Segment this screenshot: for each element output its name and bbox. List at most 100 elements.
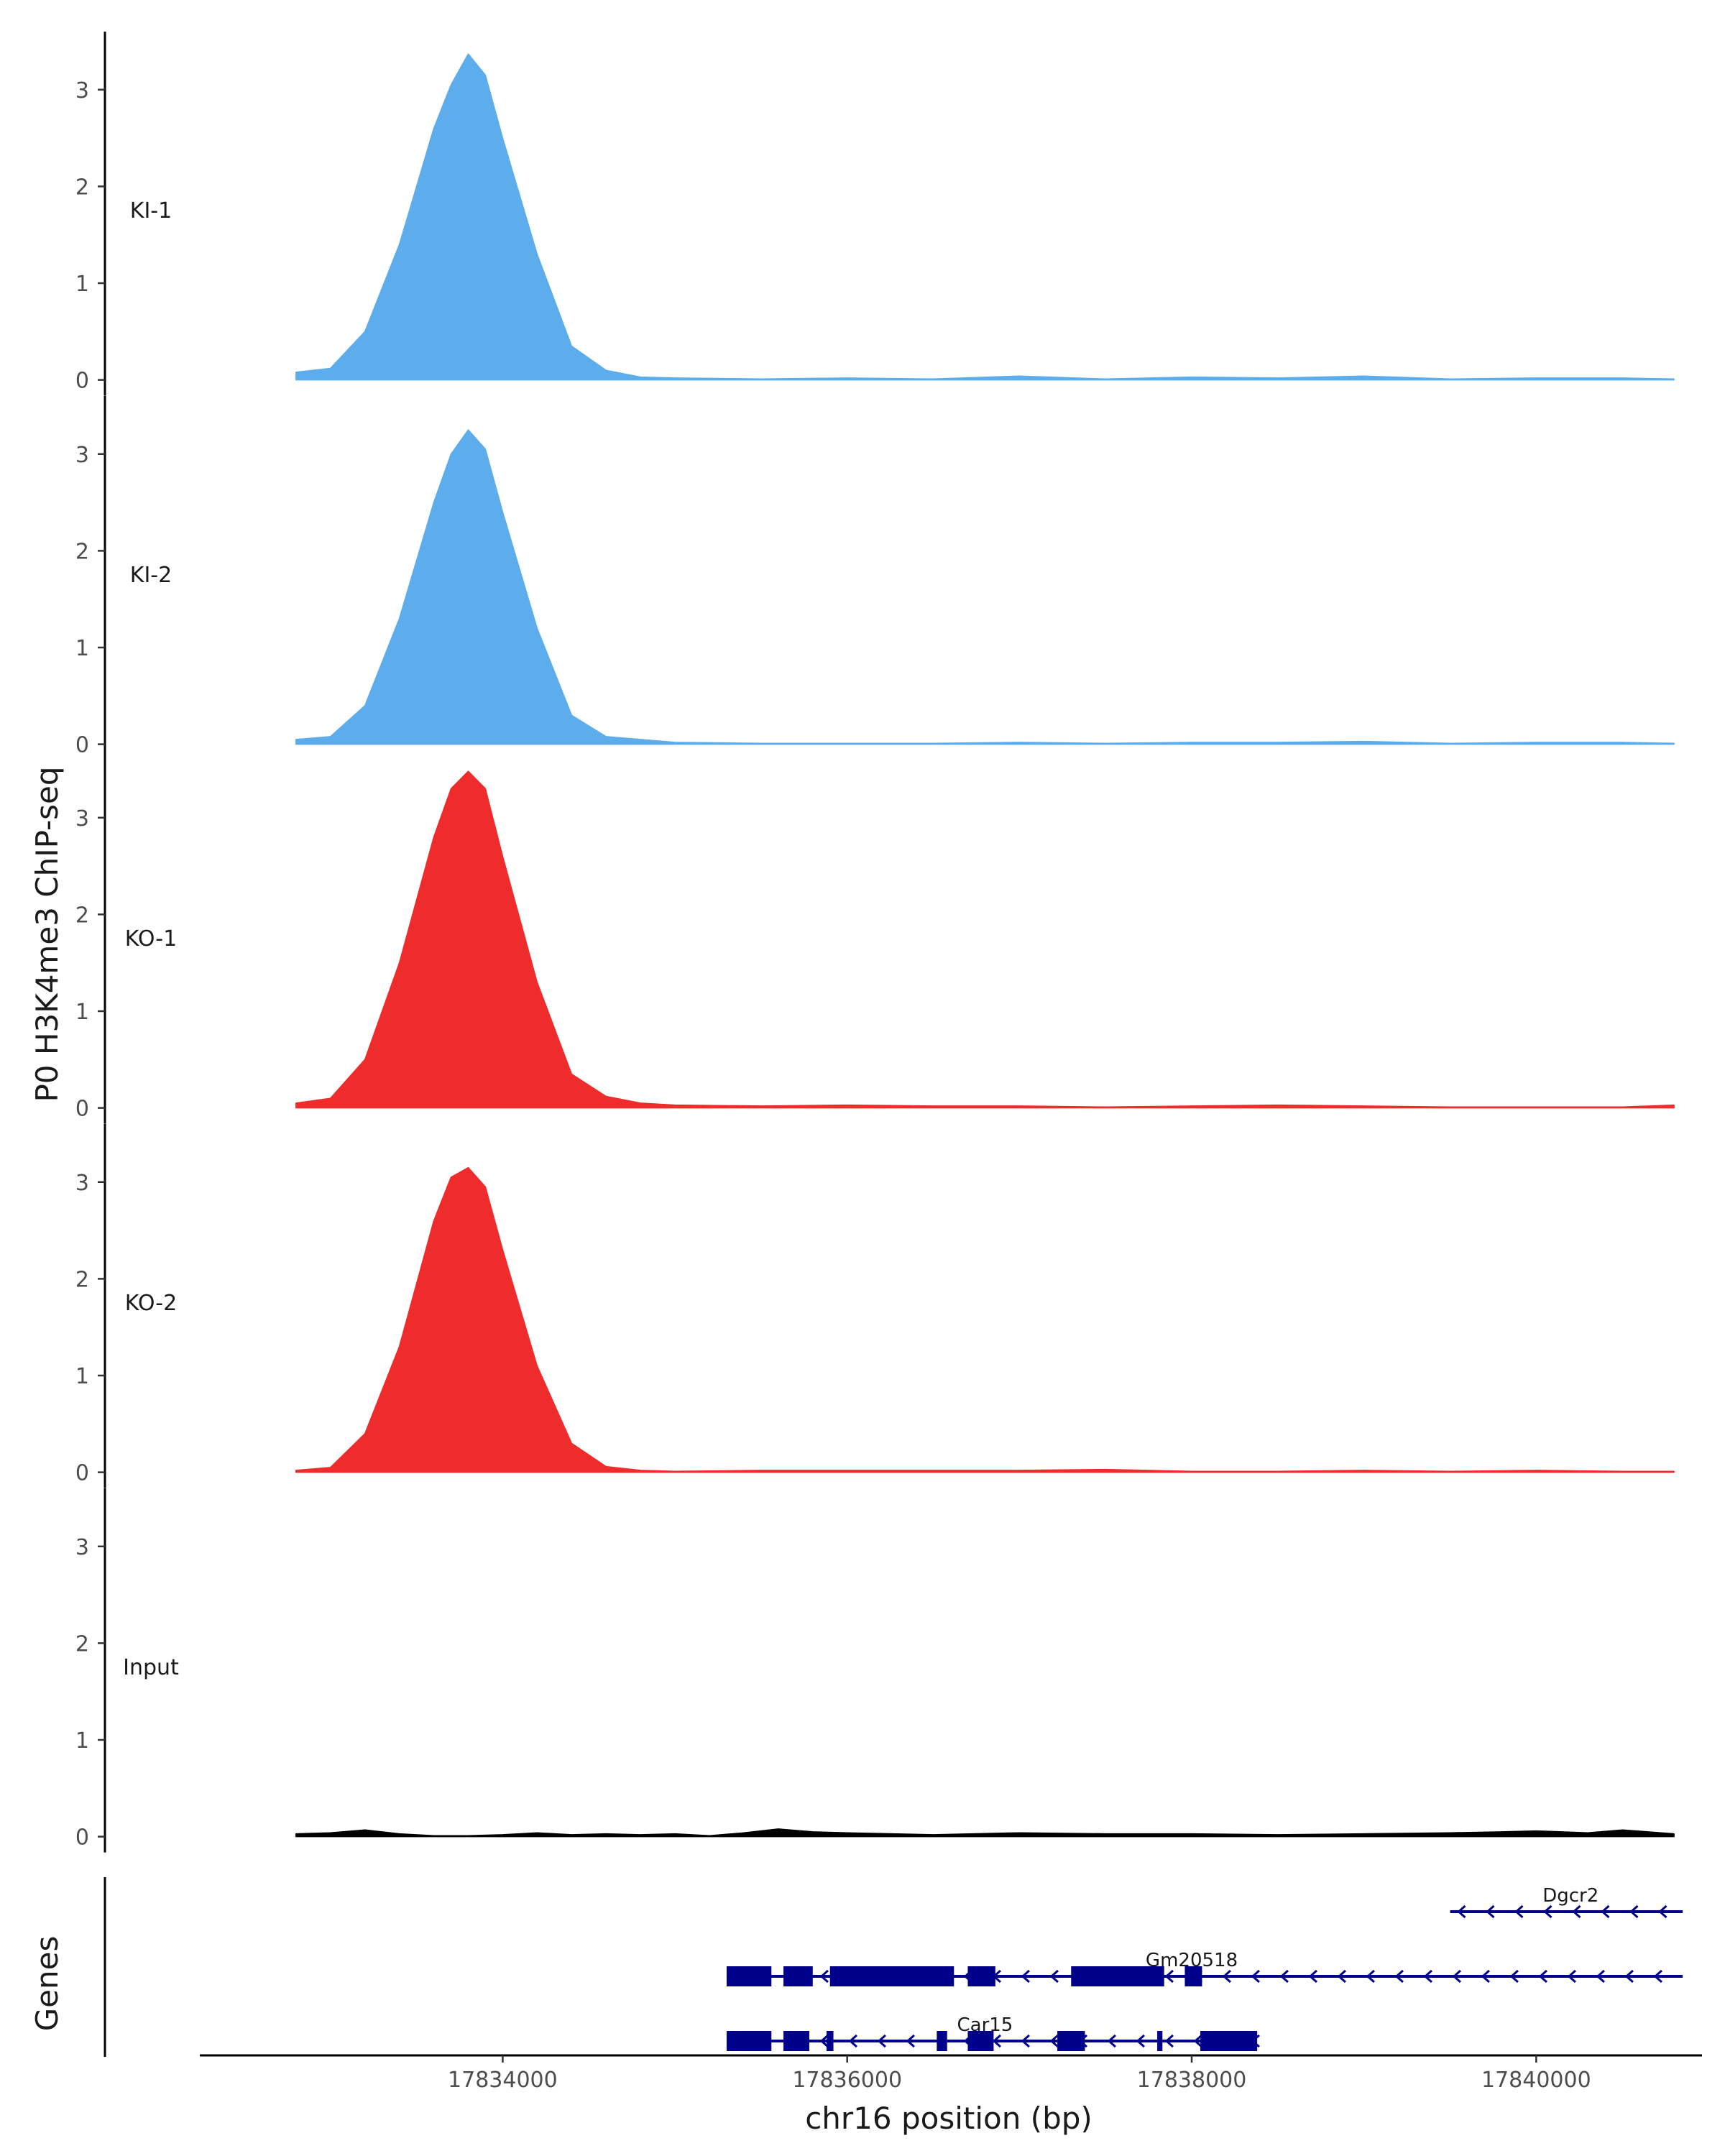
gene-exon <box>1184 1966 1202 1986</box>
y-tick-label: 2 <box>75 175 89 200</box>
genes-track: Dgcr2 Gm20518 Car15 <box>104 1877 1683 2057</box>
strand-arrow-icon <box>1481 1969 1490 1984</box>
strand-arrow-icon <box>1164 2034 1174 2048</box>
y-tick-label: 3 <box>75 1171 89 1196</box>
strand-arrow-icon <box>1486 1904 1495 1919</box>
track-label: KO-2 <box>125 1291 177 1316</box>
y-tick-label: 0 <box>75 369 89 394</box>
y-tick-label: 3 <box>75 443 89 468</box>
strand-arrow-icon <box>1251 1969 1260 1984</box>
strand-arrow-icon <box>819 1969 829 1984</box>
strand-arrow-icon <box>877 2034 886 2048</box>
strand-arrow-icon <box>1452 1969 1461 1984</box>
x-tick-label: 17836000 <box>792 2068 902 2093</box>
y-tick-label: 2 <box>75 539 89 564</box>
gene-label: Gm20518 <box>1146 1950 1238 1971</box>
x-tick-label: 17838000 <box>1137 2068 1247 2093</box>
gene-exon <box>726 2031 772 2051</box>
strand-arrow-icon <box>992 2034 1001 2048</box>
gene-gm20518: Gm20518 <box>726 1950 1683 1986</box>
strand-arrow-icon <box>848 2034 857 2048</box>
y-tick-label: 0 <box>75 1461 89 1486</box>
strand-arrow-icon <box>1107 2034 1116 2048</box>
track-label: Input <box>123 1655 179 1680</box>
strand-arrow-icon <box>1457 1904 1466 1919</box>
y-tick-label: 1 <box>75 1728 89 1754</box>
strand-arrow-icon <box>1514 1904 1524 1919</box>
x-axis-title: chr16 position (bp) <box>805 2101 1092 2136</box>
track-label: KI-2 <box>130 563 172 588</box>
genes-track-label: Genes <box>29 1936 65 2032</box>
strand-arrow-icon <box>1308 1969 1317 1984</box>
track-label: KI-1 <box>130 198 172 224</box>
gene-exon <box>829 1966 954 1986</box>
strand-arrow-icon <box>1572 1904 1581 1919</box>
y-tick-label: 0 <box>75 733 89 758</box>
gene-label: Dgcr2 <box>1542 1885 1598 1907</box>
strand-arrow-icon <box>1366 1969 1375 1984</box>
strand-arrow-icon <box>1279 1969 1289 1984</box>
y-tick-label: 2 <box>75 903 89 928</box>
track-ko-2: 0 1 2 3 KO-2 <box>75 1124 1675 1488</box>
signal-area <box>295 53 1675 381</box>
track-ki-1: 0 1 2 3 KI-1 <box>75 32 1675 396</box>
strand-arrow-icon <box>1222 1969 1231 1984</box>
gene-exon <box>1071 1966 1164 1986</box>
strand-arrow-icon <box>1193 2034 1202 2048</box>
gene-dgcr2: Dgcr2 <box>1450 1885 1683 1919</box>
gene-exon <box>1057 2031 1085 2051</box>
strand-arrow-icon <box>1629 1904 1639 1919</box>
x-axis: 17834000 17836000 17838000 17840000 <box>200 2054 1702 2093</box>
y-tick-label: 2 <box>75 1631 89 1657</box>
gene-exon <box>937 2031 947 2051</box>
signal-area <box>295 429 1675 745</box>
y-tick-label: 1 <box>75 1000 89 1025</box>
strand-arrow-icon <box>1394 1969 1404 1984</box>
signal-area <box>295 1166 1675 1473</box>
y-tick-label: 1 <box>75 1364 89 1389</box>
strand-arrow-icon <box>1337 1969 1346 1984</box>
y-tick-label: 0 <box>75 1097 89 1122</box>
gene-exon <box>967 2031 994 2051</box>
signal-tracks: 0 1 2 3 KI-1 0 1 2 3 KI-2 0 1 2 3 KO-1 0 1 2 3 KO-2 0 1 2 3 Inpu… <box>75 32 1675 1853</box>
gene-label: Car15 <box>957 2014 1013 2036</box>
strand-arrow-icon <box>1049 1969 1059 1984</box>
strand-arrow-icon <box>1049 2034 1059 2048</box>
strand-arrow-icon <box>1567 1969 1576 1984</box>
gene-exon <box>967 1966 995 1986</box>
strand-arrow-icon <box>1021 2034 1030 2048</box>
strand-arrow-icon <box>1538 1969 1547 1984</box>
strand-arrow-icon <box>1509 1969 1519 1984</box>
strand-arrow-icon <box>1543 1904 1552 1919</box>
y-tick-label: 1 <box>75 272 89 297</box>
track-label: KO-1 <box>125 926 177 952</box>
gene-exon <box>726 1966 772 1986</box>
gene-exon <box>783 1966 813 1986</box>
gene-exon <box>1157 2031 1163 2051</box>
x-tick-label: 17840000 <box>1481 2068 1591 2093</box>
track-ki-2: 0 1 2 3 KI-2 <box>75 396 1675 760</box>
y-tick-label: 2 <box>75 1267 89 1292</box>
track-ko-1: 0 1 2 3 KO-1 <box>75 760 1675 1124</box>
y-axis-title: P0 H3K4me3 ChIP-seq <box>29 766 65 1102</box>
gene-exon <box>1200 2031 1258 2051</box>
y-tick-label: 0 <box>75 1825 89 1851</box>
gene-car15: Car15 <box>726 2014 1260 2051</box>
strand-arrow-icon <box>819 2034 829 2048</box>
x-tick-label: 17834000 <box>448 2068 558 2093</box>
signal-area <box>295 1828 1675 1838</box>
strand-arrow-icon <box>1021 1969 1030 1984</box>
gene-exon <box>783 2031 809 2051</box>
strand-arrow-icon <box>1601 1904 1610 1919</box>
track-input: 0 1 2 3 Input <box>75 1488 1675 1853</box>
strand-arrow-icon <box>1653 1969 1662 1984</box>
strand-arrow-icon <box>1136 2034 1145 2048</box>
strand-arrow-icon <box>1658 1904 1668 1919</box>
strand-arrow-icon <box>1164 1969 1174 1984</box>
strand-arrow-icon <box>1423 1969 1432 1984</box>
strand-arrow-icon <box>1624 1969 1634 1984</box>
y-tick-label: 1 <box>75 636 89 661</box>
y-tick-label: 3 <box>75 1535 89 1560</box>
